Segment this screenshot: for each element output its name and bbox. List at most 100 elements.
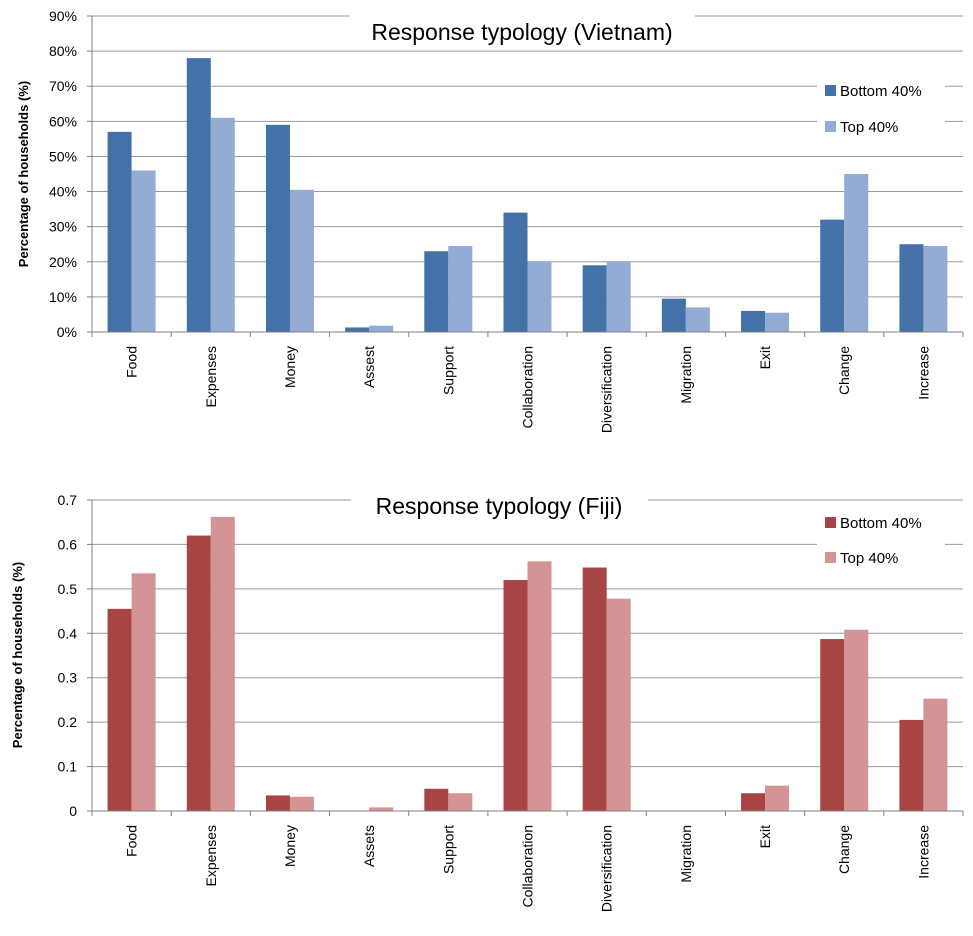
- chart-1: 0% 10% 20% 30% 40% 50% 60% 70% 80% 90% Percentage …: [16, 8, 964, 433]
- bar-increase-bottom-40: [899, 719, 924, 811]
- y-tick-label: 50%: [49, 148, 77, 164]
- y-axis-label: Percentage of households (%): [10, 562, 25, 748]
- bar-exit-bottom-40: [741, 310, 766, 332]
- y-tick-label: 0.2: [58, 714, 78, 730]
- x-tick-label: Expenses: [203, 825, 219, 886]
- bar-assest-bottom-40: [345, 327, 370, 332]
- x-tick-label: Exit: [757, 825, 773, 848]
- bar-support-bottom-40: [424, 251, 449, 332]
- y-tick-label: 0.5: [58, 581, 78, 597]
- bar-change-top-40: [844, 629, 869, 811]
- bar-support-top-40: [448, 245, 473, 332]
- bar-change-bottom-40: [820, 639, 845, 811]
- bar-exit-top-40: [765, 785, 790, 811]
- y-tick-label: 0.4: [58, 625, 78, 641]
- bar-diversification-top-40: [606, 598, 631, 811]
- x-tick-label: Exit: [757, 346, 773, 369]
- x-tick-label: Collaboration: [520, 346, 536, 429]
- chart-title: Response typology (Fiji): [376, 493, 623, 519]
- x-tick-label: Support: [440, 346, 456, 395]
- y-tick-label: 30%: [49, 219, 77, 235]
- bar-money-bottom-40: [265, 795, 290, 811]
- x-tick-label: Increase: [915, 346, 931, 400]
- x-tick-label: Assest: [361, 346, 377, 388]
- legend: Bottom 40% Top 40%: [817, 502, 945, 586]
- x-tick-label: Diversification: [599, 346, 615, 433]
- legend-swatch: [825, 121, 836, 132]
- y-tick-label: 10%: [49, 289, 77, 305]
- legend-swatch: [825, 552, 836, 563]
- y-tick-label: 90%: [49, 8, 77, 24]
- title-background: [350, 14, 695, 46]
- y-tick-label: 0.3: [58, 670, 78, 686]
- legend-label: Bottom 40%: [840, 515, 922, 532]
- x-tick-label: Collaboration: [520, 825, 536, 908]
- bar-food-top-40: [131, 573, 156, 811]
- bar-migration-bottom-40: [661, 298, 686, 332]
- bar-assets-top-40: [369, 807, 394, 811]
- bar-change-top-40: [844, 174, 869, 332]
- bar-collaboration-top-40: [527, 561, 552, 811]
- legend-label: Bottom 40%: [840, 83, 922, 100]
- x-tick-label: Food: [124, 825, 140, 857]
- bar-change-bottom-40: [820, 219, 845, 332]
- bar-support-bottom-40: [424, 788, 449, 811]
- y-tick-label: 60%: [49, 113, 77, 129]
- y-tick-label: 0.7: [58, 492, 78, 508]
- x-tick-label: Diversification: [599, 825, 615, 912]
- x-tick-label: Change: [836, 346, 852, 395]
- y-axis-label: Percentage of households (%): [16, 81, 31, 267]
- x-tick-label: Change: [836, 825, 852, 874]
- bar-increase-top-40: [923, 245, 948, 332]
- y-tick-label: 70%: [49, 78, 77, 94]
- x-tick-label: Expenses: [203, 346, 219, 407]
- bar-increase-bottom-40: [899, 244, 924, 332]
- bar-money-bottom-40: [265, 124, 290, 332]
- bar-assest-top-40: [369, 325, 394, 332]
- bar-diversification-top-40: [606, 261, 631, 332]
- bar-money-top-40: [289, 796, 314, 811]
- bar-migration-top-40: [685, 307, 710, 332]
- x-tick-label: Money: [282, 825, 298, 867]
- x-tick-label: Migration: [678, 825, 694, 883]
- x-tick-label: Increase: [915, 825, 931, 879]
- bar-expenses-top-40: [210, 516, 235, 811]
- y-tick-label: 20%: [49, 254, 77, 270]
- bar-food-top-40: [131, 170, 156, 332]
- bar-diversification-bottom-40: [582, 567, 607, 811]
- legend-swatch: [825, 85, 836, 96]
- legend-background: [817, 502, 945, 586]
- bar-increase-top-40: [923, 698, 948, 811]
- bar-collaboration-top-40: [527, 261, 552, 332]
- x-tick-label: Money: [282, 346, 298, 388]
- x-tick-label: Support: [440, 825, 456, 874]
- bar-support-top-40: [448, 793, 473, 811]
- y-tick-label: 0.6: [58, 536, 78, 552]
- bar-food-bottom-40: [107, 608, 132, 811]
- bar-expenses-bottom-40: [186, 535, 211, 811]
- legend-swatch: [825, 517, 836, 528]
- bar-exit-top-40: [765, 312, 790, 332]
- bar-exit-bottom-40: [741, 793, 766, 811]
- x-tick-label: Migration: [678, 346, 694, 404]
- chart-2: 0 0.1 0.2 0.3 0.4 0.5 0.6 0.7 Percentage of hous…: [10, 488, 964, 912]
- y-tick-label: 40%: [49, 184, 77, 200]
- legend: Bottom 40% Top 40%: [817, 70, 945, 154]
- bar-collaboration-bottom-40: [503, 579, 528, 811]
- legend-label: Top 40%: [840, 550, 898, 567]
- bar-collaboration-bottom-40: [503, 212, 528, 332]
- legend-label: Top 40%: [840, 119, 898, 136]
- y-tick-label: 0.1: [58, 759, 78, 775]
- bar-expenses-top-40: [210, 117, 235, 332]
- bar-money-top-40: [289, 189, 314, 332]
- chart-title: Response typology (Vietnam): [371, 19, 672, 45]
- bar-food-bottom-40: [107, 131, 132, 332]
- x-tick-label: Food: [124, 346, 140, 378]
- y-tick-label: 0: [69, 803, 77, 819]
- bar-expenses-bottom-40: [186, 58, 211, 333]
- title-background: [351, 488, 648, 520]
- y-tick-label: 0%: [57, 324, 77, 340]
- bar-diversification-bottom-40: [582, 265, 607, 332]
- legend-background: [817, 70, 945, 154]
